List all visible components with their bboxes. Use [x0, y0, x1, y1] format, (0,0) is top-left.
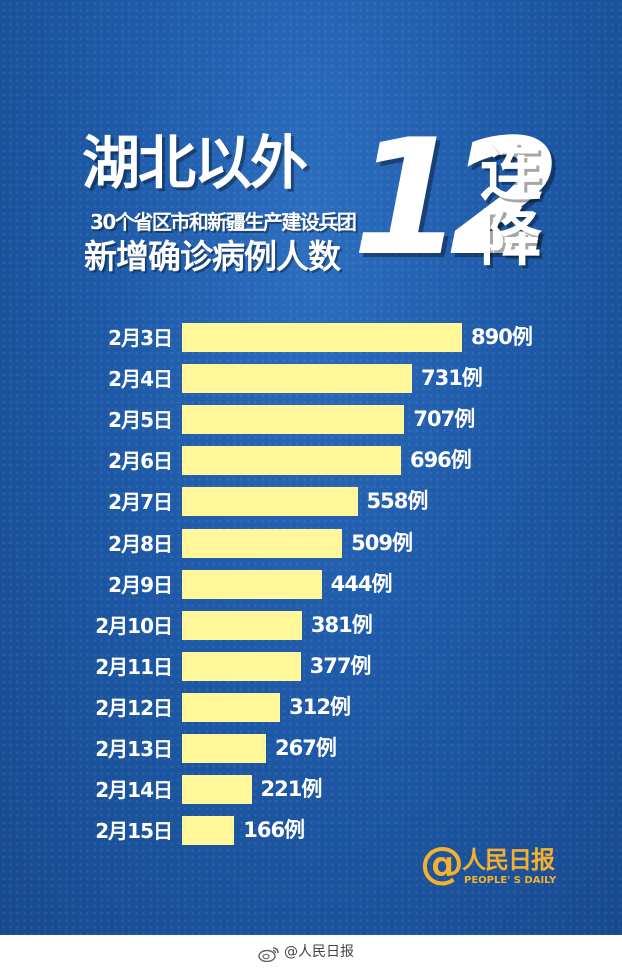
- value-label: 166例: [243, 818, 305, 843]
- value-label: 381例: [310, 612, 373, 637]
- weibo-at-icon: @: [420, 838, 464, 889]
- title-side-char-2: 降: [480, 201, 543, 275]
- bar: [182, 528, 343, 558]
- category-label: 2月5日: [108, 408, 173, 433]
- bar: [182, 364, 412, 394]
- bar: [182, 405, 405, 435]
- category-label: 2月7日: [108, 490, 173, 515]
- value-label: 221例: [260, 777, 323, 802]
- bar: [182, 692, 281, 722]
- brand-name: 人民日报: [462, 846, 555, 874]
- value-label: 267例: [275, 736, 337, 760]
- brand-logo: @ 人民日报 PEOPLE' S DAILY: [420, 842, 570, 892]
- category-label: 2月4日: [108, 367, 173, 392]
- footer: @人民日报: [0, 935, 622, 972]
- value-label: 312例: [289, 694, 351, 719]
- footer-text: @人民日报: [284, 944, 354, 960]
- category-label: 2月9日: [108, 572, 173, 597]
- bar: [182, 651, 301, 681]
- title-side: 连 降: [480, 140, 550, 270]
- value-label: 731例: [420, 366, 483, 391]
- value-label: 509例: [351, 530, 413, 555]
- category-label: 2月12日: [95, 695, 173, 720]
- category-label: 2月13日: [95, 737, 173, 761]
- category-label: 2月6日: [108, 449, 173, 474]
- bar: [182, 487, 358, 517]
- category-label: 2月3日: [108, 326, 173, 350]
- bar: [182, 569, 322, 599]
- category-label: 2月10日: [95, 613, 173, 638]
- poster: 湖北以外 30个省区市和新疆生产建设兵团 新增确诊病例人数 12 连 降 2月3…: [0, 0, 622, 935]
- brand-english-name: PEOPLE' S DAILY: [464, 875, 557, 886]
- value-label: 377例: [309, 653, 372, 678]
- bar: [182, 775, 252, 805]
- bar: [182, 816, 235, 846]
- category-label: 2月15日: [95, 819, 173, 844]
- value-label: 696例: [409, 448, 472, 473]
- title-number: 12: [352, 104, 561, 291]
- value-label: 444例: [330, 571, 393, 596]
- title-subtitle: 30个省区市和新疆生产建设兵团: [90, 210, 357, 234]
- title-side-char-1: 连: [480, 136, 543, 209]
- bar: [182, 446, 401, 476]
- weibo-icon: [258, 947, 279, 962]
- bar: [182, 610, 302, 640]
- title-third-line: 新增确诊病例人数: [84, 237, 341, 276]
- value-label: 707例: [413, 407, 475, 432]
- value-label: 890例: [471, 325, 533, 349]
- value-label: 558例: [366, 489, 429, 514]
- category-label: 2月8日: [108, 531, 173, 556]
- bar: [182, 734, 266, 763]
- bar: [182, 323, 462, 352]
- title-main: 湖北以外: [82, 129, 308, 197]
- category-label: 2月14日: [95, 778, 173, 803]
- category-label: 2月11日: [95, 654, 173, 679]
